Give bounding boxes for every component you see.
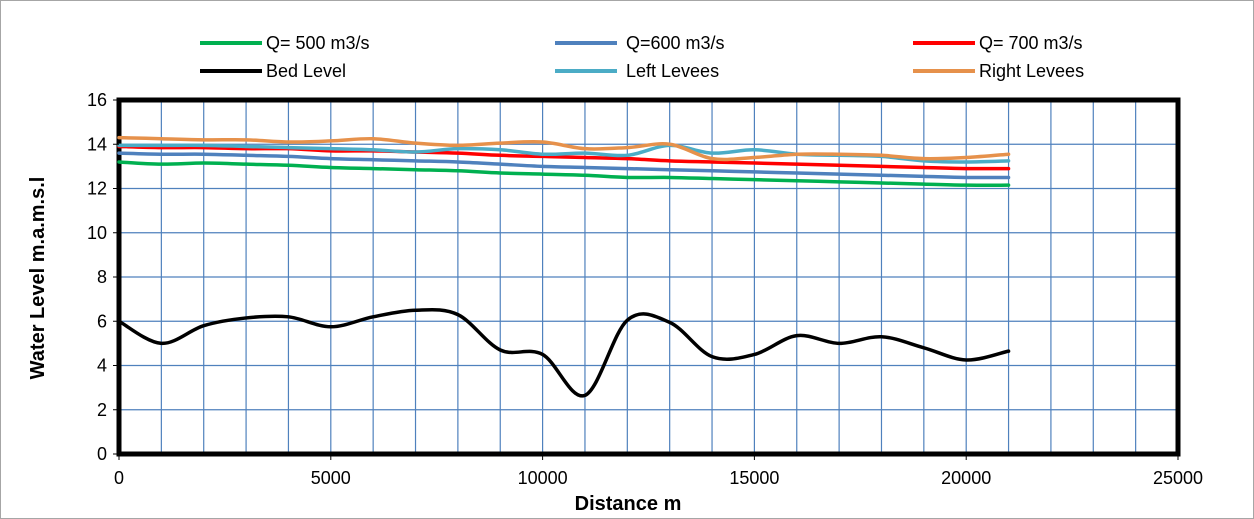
x-tick-label: 25000 bbox=[1153, 468, 1203, 488]
y-axis-ticks: 0 2 4 6 8 10 12 14 16 bbox=[87, 90, 119, 464]
y-tick-label: 16 bbox=[87, 90, 107, 110]
legend-label: Q= 500 m3/s bbox=[266, 33, 370, 53]
x-axis-ticks: 0 5000 10000 15000 20000 25000 bbox=[114, 454, 1203, 488]
x-tick-label: 0 bbox=[114, 468, 124, 488]
x-tick-label: 5000 bbox=[311, 468, 351, 488]
legend-label: Right Levees bbox=[979, 61, 1084, 81]
series-line-right-levees bbox=[117, 135, 1011, 162]
x-tick-label: 20000 bbox=[941, 468, 991, 488]
grid-lines bbox=[118, 99, 1179, 455]
series-line-q-500-m3-s bbox=[117, 160, 1011, 188]
legend-label: Bed Level bbox=[266, 61, 346, 81]
y-tick-label: 4 bbox=[97, 356, 107, 376]
y-tick-label: 14 bbox=[87, 134, 107, 154]
x-axis-title: Distance m bbox=[575, 493, 682, 515]
x-tick-label: 15000 bbox=[729, 468, 779, 488]
legend-label: Q= 700 m3/s bbox=[979, 33, 1083, 53]
legend: Q= 500 m3/s Q=600 m3/s Q= 700 m3/s Bed Leve… bbox=[200, 33, 1084, 81]
y-tick-label: 8 bbox=[97, 267, 107, 287]
series-line-bed-level bbox=[117, 307, 1011, 398]
y-tick-label: 10 bbox=[87, 223, 107, 243]
x-tick-label: 10000 bbox=[518, 468, 568, 488]
y-tick-label: 2 bbox=[97, 400, 107, 420]
y-tick-label: 12 bbox=[87, 179, 107, 199]
series-layer bbox=[117, 135, 1011, 398]
series-line-q-600-m3-s bbox=[117, 151, 1011, 180]
legend-label: Left Levees bbox=[626, 61, 719, 81]
y-tick-label: 0 bbox=[97, 444, 107, 464]
y-axis-title: Water Level m.a.m.s.l bbox=[27, 177, 49, 380]
legend-label: Q=600 m3/s bbox=[626, 33, 725, 53]
y-tick-label: 6 bbox=[97, 311, 107, 331]
